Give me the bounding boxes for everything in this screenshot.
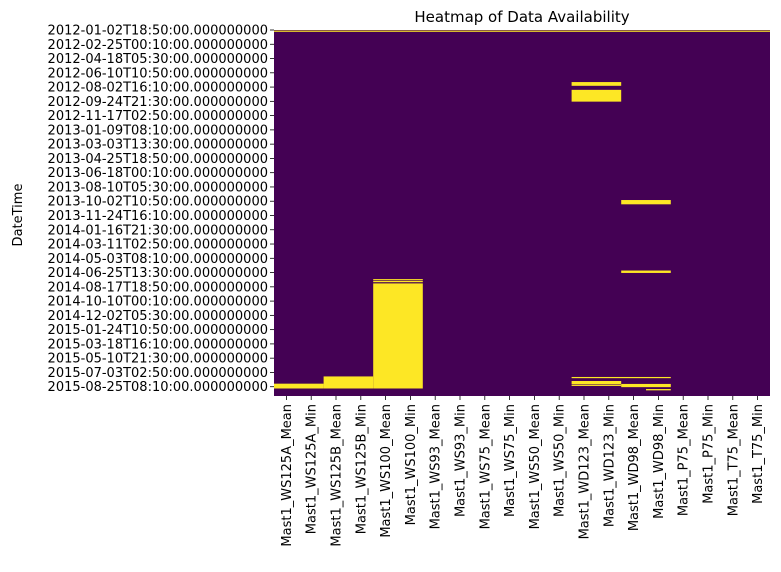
x-tick-label: Mast1_T75_Mean bbox=[726, 404, 741, 516]
x-tick-label: Mast1_WS100_Min bbox=[404, 404, 419, 525]
x-tick-label: Mast1_WS75_Min bbox=[503, 404, 518, 517]
x-tick-label: Mast1_WS125B_Mean bbox=[330, 404, 345, 547]
y-tick-label: 2012-11-17T02:50:00.000000000 bbox=[48, 109, 268, 124]
x-tick-label: Mast1_WS125B_Min bbox=[354, 404, 369, 534]
missing-block-2-0 bbox=[323, 376, 374, 389]
y-tick-label: 2013-11-24T16:10:00.000000000 bbox=[48, 209, 268, 224]
y-tick-label: 2013-08-10T05:30:00.000000000 bbox=[48, 180, 268, 195]
y-tick-label: 2014-01-16T21:30:00.000000000 bbox=[48, 223, 268, 238]
y-tick-label: 2014-12-02T05:30:00.000000000 bbox=[48, 309, 268, 324]
missing-block-1-0 bbox=[274, 383, 324, 389]
plot-area bbox=[274, 30, 770, 396]
y-tick-label: 2012-02-25T00:10:00.000000000 bbox=[48, 38, 268, 53]
x-tick-label: Mast1_WD98_Min bbox=[652, 404, 667, 519]
x-tick-label: Mast1_WS50_Mean bbox=[528, 404, 543, 529]
x-tick-label: Mast1_WS100_Mean bbox=[379, 404, 394, 538]
missing-block-0-0 bbox=[274, 30, 770, 32]
x-tick-label: Mast1_WS93_Mean bbox=[429, 404, 444, 529]
missing-block-14-0 bbox=[646, 389, 671, 391]
y-tick-label: 2014-05-03T08:10:00.000000000 bbox=[48, 252, 268, 267]
x-tick-label: Mast1_WS75_Mean bbox=[478, 404, 493, 529]
missing-block-6-0 bbox=[571, 82, 622, 86]
y-tick-label: 2014-10-10T00:10:00.000000000 bbox=[48, 295, 268, 310]
y-tick-label: 2013-03-03T13:30:00.000000000 bbox=[48, 138, 268, 153]
y-tick-label: 2013-10-02T10:50:00.000000000 bbox=[48, 195, 268, 210]
y-tick-label: 2014-06-25T13:30:00.000000000 bbox=[48, 266, 268, 281]
y-tick-label: 2012-04-18T05:30:00.000000000 bbox=[48, 52, 268, 67]
missing-block-4-0 bbox=[373, 280, 423, 283]
x-tick-label: Mast1_WS125A_Min bbox=[305, 404, 320, 534]
y-tick-label: 2015-07-03T02:50:00.000000000 bbox=[48, 366, 268, 381]
x-tick-label: Mast1_T75_Min bbox=[751, 404, 766, 504]
x-tick-label: Mast1_P75_Min bbox=[702, 404, 717, 504]
x-tick-label: Mast1_WS93_Min bbox=[454, 404, 469, 517]
y-tick-label: 2012-08-02T16:10:00.000000000 bbox=[48, 81, 268, 96]
y-tick-label: 2013-06-18T00:10:00.000000000 bbox=[48, 166, 268, 181]
y-tick-label: 2012-06-10T10:50:00.000000000 bbox=[48, 66, 268, 81]
y-tick-label: 2014-03-11T02:50:00.000000000 bbox=[48, 238, 268, 253]
chart-title: Heatmap of Data Availability bbox=[414, 8, 629, 26]
y-tick-label: 2015-01-24T10:50:00.000000000 bbox=[48, 323, 268, 338]
x-tick-label: Mast1_WD98_Mean bbox=[627, 404, 642, 531]
y-axis-ticks: 2012-01-02T18:50:00.0000000002012-02-25T… bbox=[48, 24, 274, 395]
y-tick-label: 2013-04-25T18:50:00.000000000 bbox=[48, 152, 268, 167]
y-tick-label: 2012-09-24T21:30:00.000000000 bbox=[48, 95, 268, 110]
missing-block-7-0 bbox=[571, 89, 622, 102]
missing-block-10-0 bbox=[571, 376, 671, 379]
x-tick-label: Mast1_WS125A_Mean bbox=[280, 404, 295, 547]
heatmap-background bbox=[274, 30, 770, 396]
missing-block-11-0 bbox=[571, 380, 622, 385]
y-axis-label: DateTime bbox=[11, 184, 26, 247]
x-axis-ticks: Mast1_WS125A_Mean Mast1_WS125A_Min Mast1_W… bbox=[280, 396, 766, 547]
missing-block-5-0 bbox=[373, 283, 423, 389]
missing-block-12-0 bbox=[571, 384, 622, 386]
y-tick-label: 2015-05-10T21:30:00.000000000 bbox=[48, 352, 268, 367]
y-tick-label: 2013-01-09T08:10:00.000000000 bbox=[48, 123, 268, 138]
x-tick-label: Mast1_WD123_Mean bbox=[578, 404, 593, 539]
x-tick-label: Mast1_WD123_Min bbox=[602, 404, 617, 527]
y-tick-label: 2015-03-18T16:10:00.000000000 bbox=[48, 337, 268, 352]
y-tick-label: 2015-08-25T08:10:00.000000000 bbox=[48, 380, 268, 395]
x-tick-label: Mast1_WS50_Min bbox=[553, 404, 568, 517]
missing-block-3-0 bbox=[373, 279, 423, 281]
missing-block-9-0 bbox=[621, 270, 671, 273]
y-tick-label: 2012-01-02T18:50:00.000000000 bbox=[48, 24, 268, 39]
missing-block-13-0 bbox=[621, 383, 671, 388]
missing-block-8-0 bbox=[621, 200, 671, 205]
y-tick-label: 2014-08-17T18:50:00.000000000 bbox=[48, 280, 268, 295]
x-tick-label: Mast1_P75_Mean bbox=[677, 404, 692, 516]
